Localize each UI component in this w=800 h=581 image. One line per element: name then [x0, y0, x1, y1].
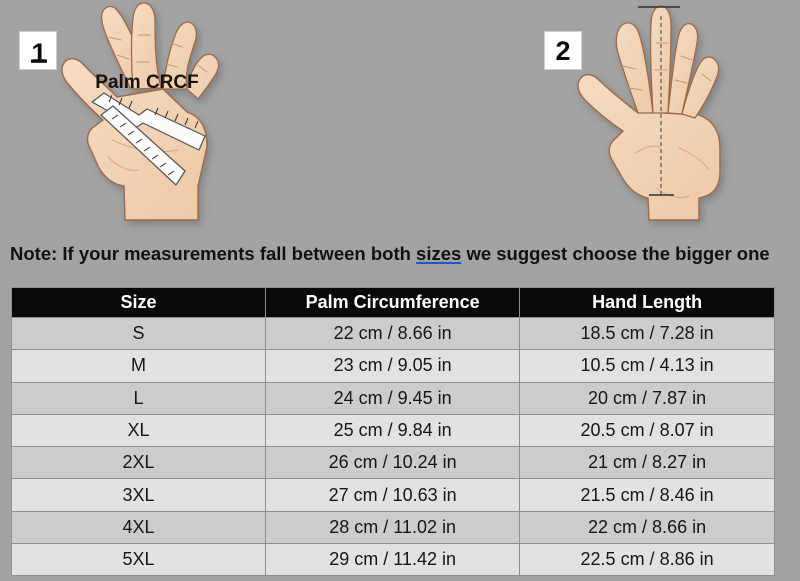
svg-text:Palm CRCF: Palm CRCF	[95, 72, 198, 93]
